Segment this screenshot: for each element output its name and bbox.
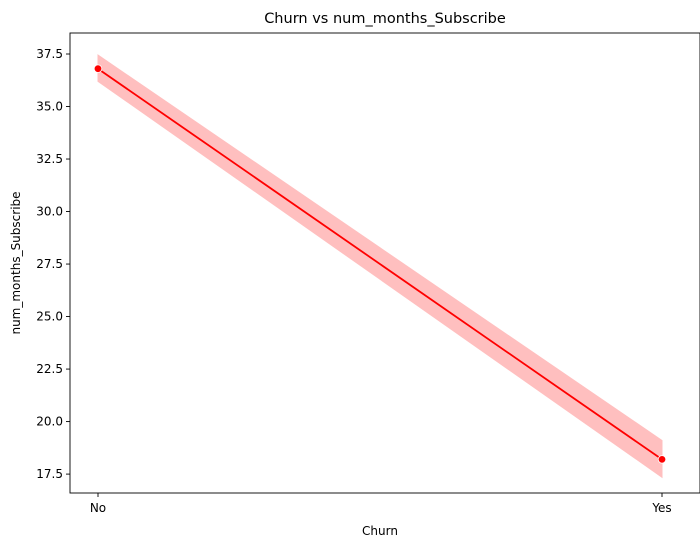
y-tick-label: 35.0 (36, 100, 63, 114)
y-axis: 17.5 20.0 22.5 25.0 27.5 30.0 32.5 35.0 37.5 (36, 47, 70, 481)
series-line (97, 67, 663, 461)
x-axis-label: Churn (362, 524, 398, 538)
data-point-no (93, 64, 103, 73)
y-tick-label: 27.5 (36, 257, 63, 271)
series-line-layer (97, 67, 663, 461)
y-tick-label: 20.0 (36, 415, 63, 429)
y-tick-label: 32.5 (36, 152, 63, 166)
x-tick-label: No (90, 501, 106, 515)
y-tick-label: 30.0 (36, 205, 63, 219)
x-axis: No Yes (90, 493, 672, 515)
plot-frame (69, 32, 700, 494)
confidence-band (97, 54, 663, 479)
y-tick-label: 37.5 (36, 47, 63, 61)
y-tick-label: 22.5 (36, 362, 63, 376)
chart-title: Churn vs num_months_Subscribe (264, 11, 506, 27)
y-axis-label: num_months_Subscribe (9, 191, 23, 334)
confidence-band-layer (97, 54, 663, 479)
y-tick-label: 25.0 (36, 310, 63, 324)
series-marker-layer (93, 64, 667, 464)
x-tick-label: Yes (651, 501, 671, 515)
data-point-yes (657, 455, 667, 464)
y-tick-label: 17.5 (36, 467, 63, 481)
